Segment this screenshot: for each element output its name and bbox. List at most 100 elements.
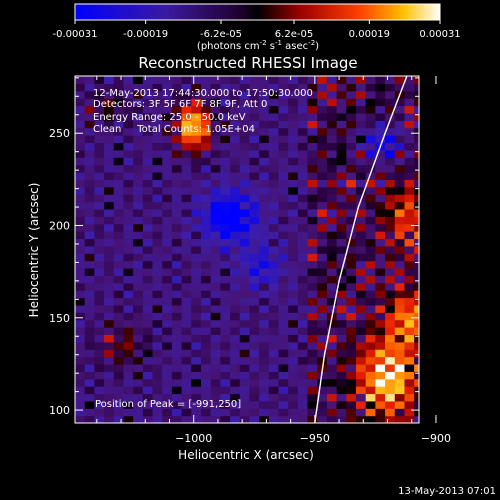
heatmap-cell xyxy=(336,164,347,173)
heatmap-cell xyxy=(394,386,406,395)
heatmap-cell xyxy=(181,105,192,114)
heatmap-cell xyxy=(404,142,415,151)
heatmap-cell xyxy=(171,127,183,136)
heatmap-cell xyxy=(249,245,260,254)
heatmap-cell xyxy=(404,120,415,129)
heatmap-cell xyxy=(210,105,221,114)
heatmap-cell xyxy=(307,290,318,299)
heatmap-cell xyxy=(268,142,280,151)
heatmap-cell xyxy=(317,164,328,173)
heatmap-cell xyxy=(297,90,309,99)
heatmap-cell xyxy=(346,216,357,225)
heatmap-cell xyxy=(326,105,338,114)
heatmap-cell xyxy=(75,386,86,395)
heatmap-cell xyxy=(346,378,357,387)
heatmap-cell xyxy=(220,194,231,203)
heatmap-cell xyxy=(171,135,183,144)
heatmap-cell xyxy=(220,304,231,313)
heatmap-cell xyxy=(307,341,318,350)
heatmap-cell xyxy=(171,90,183,99)
heatmap-cell xyxy=(239,297,251,306)
heatmap-cell xyxy=(259,127,270,136)
heatmap-cell xyxy=(113,171,125,180)
heatmap-cell xyxy=(142,371,154,380)
heatmap-cell xyxy=(171,341,183,350)
heatmap-cell xyxy=(123,371,134,380)
heatmap-cell xyxy=(142,341,154,350)
heatmap-cell xyxy=(142,393,154,402)
heatmap-cell xyxy=(239,201,251,210)
heatmap-cell xyxy=(123,76,134,84)
heatmap-cell xyxy=(181,171,192,180)
heatmap-cell xyxy=(200,90,212,99)
heatmap-cell xyxy=(307,112,318,121)
heatmap-cell xyxy=(113,415,125,423)
heatmap-cell xyxy=(394,297,406,306)
heatmap-cell xyxy=(356,260,367,269)
heatmap-cell xyxy=(356,363,367,372)
heatmap-cell xyxy=(75,378,86,387)
heatmap-cell xyxy=(84,223,95,232)
heatmap-cell xyxy=(288,371,299,380)
heatmap-cell xyxy=(113,363,125,372)
heatmap-cell xyxy=(113,267,125,276)
heatmap-cell xyxy=(239,135,251,144)
heatmap-cell xyxy=(259,149,270,158)
heatmap-cell xyxy=(171,275,183,284)
heatmap-cell xyxy=(230,149,241,158)
heatmap-cell xyxy=(414,297,419,306)
heatmap-cell xyxy=(152,142,163,151)
heatmap-cell xyxy=(268,415,280,423)
heatmap-cell xyxy=(191,312,202,321)
heatmap-cell xyxy=(133,112,144,121)
heatmap-cell xyxy=(365,386,376,395)
heatmap-cell xyxy=(133,297,144,306)
heatmap-cell xyxy=(239,349,251,358)
heatmap-cell xyxy=(152,149,163,158)
heatmap-cell xyxy=(356,231,367,240)
heatmap-cell xyxy=(181,223,192,232)
heatmap-cell xyxy=(317,327,328,336)
heatmap-cell xyxy=(210,267,221,276)
heatmap-cell xyxy=(181,142,192,151)
heatmap-cell xyxy=(142,267,154,276)
heatmap-cell xyxy=(133,120,144,129)
heatmap-cell xyxy=(181,120,192,129)
time-range-text: 12-May-2013 17:44:30.000 to 17:50:30.000 xyxy=(93,88,313,99)
heatmap-cell xyxy=(152,290,163,299)
heatmap-cell xyxy=(414,290,419,299)
heatmap-cell xyxy=(123,327,134,336)
heatmap-cell xyxy=(404,334,415,343)
heatmap-cell xyxy=(152,341,163,350)
heatmap-cell xyxy=(288,208,299,217)
heatmap-cell xyxy=(317,76,328,84)
heatmap-cell xyxy=(414,327,419,336)
heatmap-cell xyxy=(181,90,192,99)
heatmap-cell xyxy=(220,76,231,84)
heatmap-cell xyxy=(288,149,299,158)
heatmap-cell xyxy=(414,341,419,350)
heatmap-cell xyxy=(220,90,231,99)
heatmap-cell xyxy=(230,223,241,232)
heatmap-cell xyxy=(385,120,396,129)
heatmap-cell xyxy=(268,135,280,144)
heatmap-cell xyxy=(210,179,221,188)
heatmap-cell xyxy=(239,275,251,284)
heatmap-cell xyxy=(307,231,318,240)
heatmap-cell xyxy=(142,312,154,321)
heatmap-cell xyxy=(181,149,192,158)
heatmap-cell xyxy=(133,327,144,336)
heatmap-cell xyxy=(113,238,125,247)
heatmap-cell xyxy=(142,238,154,247)
heatmap-cell xyxy=(191,341,202,350)
heatmap-cell xyxy=(142,334,154,343)
heatmap-cell xyxy=(326,135,338,144)
heatmap-cell xyxy=(239,105,251,114)
heatmap-cell xyxy=(249,171,260,180)
heatmap-cell xyxy=(414,400,419,409)
heatmap-cell xyxy=(297,290,309,299)
heatmap-cell xyxy=(94,260,105,269)
heatmap-cell xyxy=(142,400,154,409)
heatmap-cell xyxy=(210,408,221,417)
heatmap-cell xyxy=(162,194,173,203)
